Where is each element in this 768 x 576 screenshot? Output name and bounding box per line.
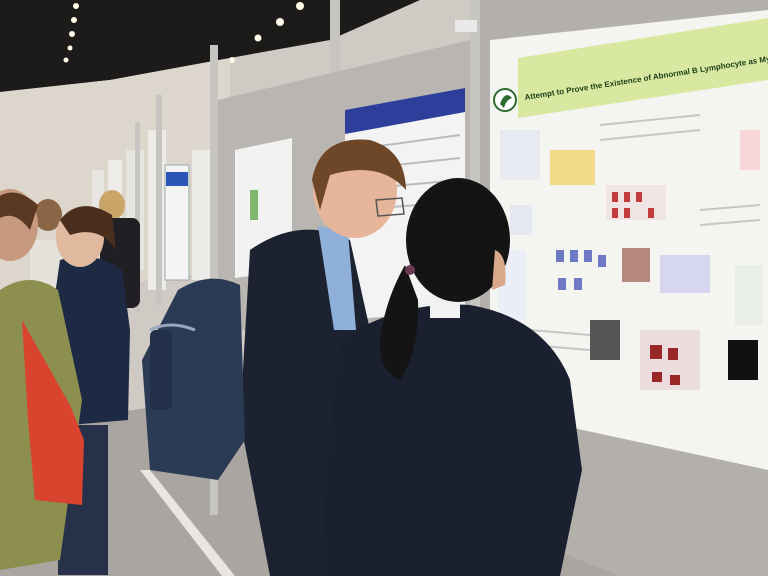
attendee-woman-foreground — [320, 178, 582, 576]
red-tote-bag — [22, 320, 84, 505]
attendee-olive-coat — [0, 189, 84, 570]
floor-stripe — [140, 470, 235, 576]
poster-title-bar — [518, 18, 768, 118]
backpack — [142, 278, 245, 480]
poster-middle-b-banner — [345, 88, 465, 134]
poster-figures — [498, 130, 763, 390]
attendee-man — [142, 139, 406, 576]
